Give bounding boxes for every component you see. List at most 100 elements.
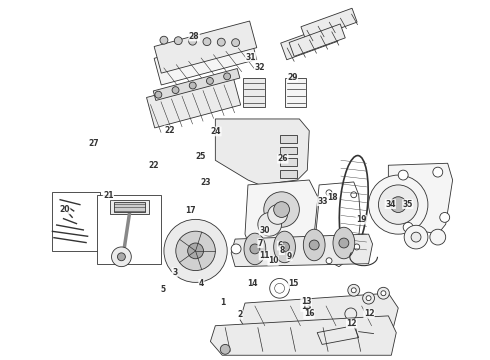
Text: 27: 27 xyxy=(89,139,99,148)
Text: 6: 6 xyxy=(277,241,283,250)
Circle shape xyxy=(112,247,131,267)
Circle shape xyxy=(174,37,182,45)
Text: 24: 24 xyxy=(211,127,221,136)
Circle shape xyxy=(218,38,225,46)
Circle shape xyxy=(363,292,374,304)
Circle shape xyxy=(189,37,196,45)
Ellipse shape xyxy=(333,227,355,259)
Circle shape xyxy=(231,244,241,254)
Circle shape xyxy=(381,291,386,296)
Text: 17: 17 xyxy=(185,206,196,215)
Polygon shape xyxy=(301,8,357,41)
Bar xyxy=(97,195,161,264)
Polygon shape xyxy=(154,33,257,85)
Text: 13: 13 xyxy=(301,302,311,311)
Text: 26: 26 xyxy=(277,154,288,163)
Text: 11: 11 xyxy=(259,251,270,260)
Bar xyxy=(110,200,149,215)
Circle shape xyxy=(280,242,290,252)
Ellipse shape xyxy=(303,229,325,261)
Circle shape xyxy=(160,36,168,44)
Text: 21: 21 xyxy=(103,191,114,200)
Text: 1: 1 xyxy=(220,298,226,307)
Circle shape xyxy=(309,240,319,250)
Text: 29: 29 xyxy=(287,73,298,82)
Ellipse shape xyxy=(274,231,295,263)
Text: 34: 34 xyxy=(385,199,395,208)
Text: 5: 5 xyxy=(160,285,165,294)
Circle shape xyxy=(430,229,446,245)
Circle shape xyxy=(220,345,230,354)
Circle shape xyxy=(433,167,443,177)
Circle shape xyxy=(398,170,408,180)
Polygon shape xyxy=(210,316,396,355)
Circle shape xyxy=(348,284,360,296)
Text: 8: 8 xyxy=(279,246,285,255)
Bar xyxy=(280,158,297,166)
Polygon shape xyxy=(147,75,241,128)
Polygon shape xyxy=(240,293,398,336)
Ellipse shape xyxy=(244,233,266,265)
Text: 35: 35 xyxy=(403,199,413,208)
Circle shape xyxy=(189,82,196,89)
Polygon shape xyxy=(389,163,453,234)
Text: 25: 25 xyxy=(195,153,206,162)
Bar xyxy=(114,202,145,212)
Text: 20: 20 xyxy=(60,205,70,214)
Text: 22: 22 xyxy=(148,161,159,170)
Circle shape xyxy=(403,222,413,232)
Polygon shape xyxy=(215,119,309,185)
Circle shape xyxy=(411,232,421,242)
Polygon shape xyxy=(245,180,319,264)
Text: 31: 31 xyxy=(245,53,256,62)
Text: 22: 22 xyxy=(164,126,174,135)
Circle shape xyxy=(377,287,390,299)
Text: 3: 3 xyxy=(172,267,177,276)
Text: 19: 19 xyxy=(356,215,367,224)
Circle shape xyxy=(232,39,240,46)
Text: 16: 16 xyxy=(304,310,314,319)
Circle shape xyxy=(326,258,332,264)
Polygon shape xyxy=(153,68,240,100)
Text: 33: 33 xyxy=(317,197,328,206)
Text: 12: 12 xyxy=(364,309,374,318)
Circle shape xyxy=(274,202,290,217)
Text: 4: 4 xyxy=(199,279,204,288)
Circle shape xyxy=(164,219,227,282)
Text: 12: 12 xyxy=(346,319,357,328)
Circle shape xyxy=(176,231,215,271)
Circle shape xyxy=(351,192,357,198)
Circle shape xyxy=(172,87,179,94)
Circle shape xyxy=(206,77,213,84)
Circle shape xyxy=(351,288,356,293)
Polygon shape xyxy=(154,21,257,73)
Circle shape xyxy=(339,238,349,248)
Circle shape xyxy=(391,197,406,212)
Text: 23: 23 xyxy=(200,178,211,187)
Bar xyxy=(285,78,306,107)
Circle shape xyxy=(188,243,203,259)
Text: 10: 10 xyxy=(268,256,278,265)
Text: 9: 9 xyxy=(287,252,292,261)
Circle shape xyxy=(264,192,299,227)
Circle shape xyxy=(326,190,332,196)
Bar xyxy=(280,135,297,143)
Circle shape xyxy=(268,204,288,224)
Circle shape xyxy=(404,225,428,249)
Bar xyxy=(52,192,99,251)
Circle shape xyxy=(250,244,260,254)
Circle shape xyxy=(203,38,211,46)
Polygon shape xyxy=(231,234,372,267)
Circle shape xyxy=(440,212,450,222)
Text: 18: 18 xyxy=(327,193,338,202)
Text: 13: 13 xyxy=(301,297,311,306)
Text: 14: 14 xyxy=(247,279,258,288)
Polygon shape xyxy=(281,24,338,60)
Bar xyxy=(243,78,265,107)
Circle shape xyxy=(223,73,231,80)
Circle shape xyxy=(378,185,418,224)
Text: 2: 2 xyxy=(238,310,243,319)
Circle shape xyxy=(155,91,162,98)
Bar xyxy=(280,170,297,178)
Text: 30: 30 xyxy=(259,226,270,235)
